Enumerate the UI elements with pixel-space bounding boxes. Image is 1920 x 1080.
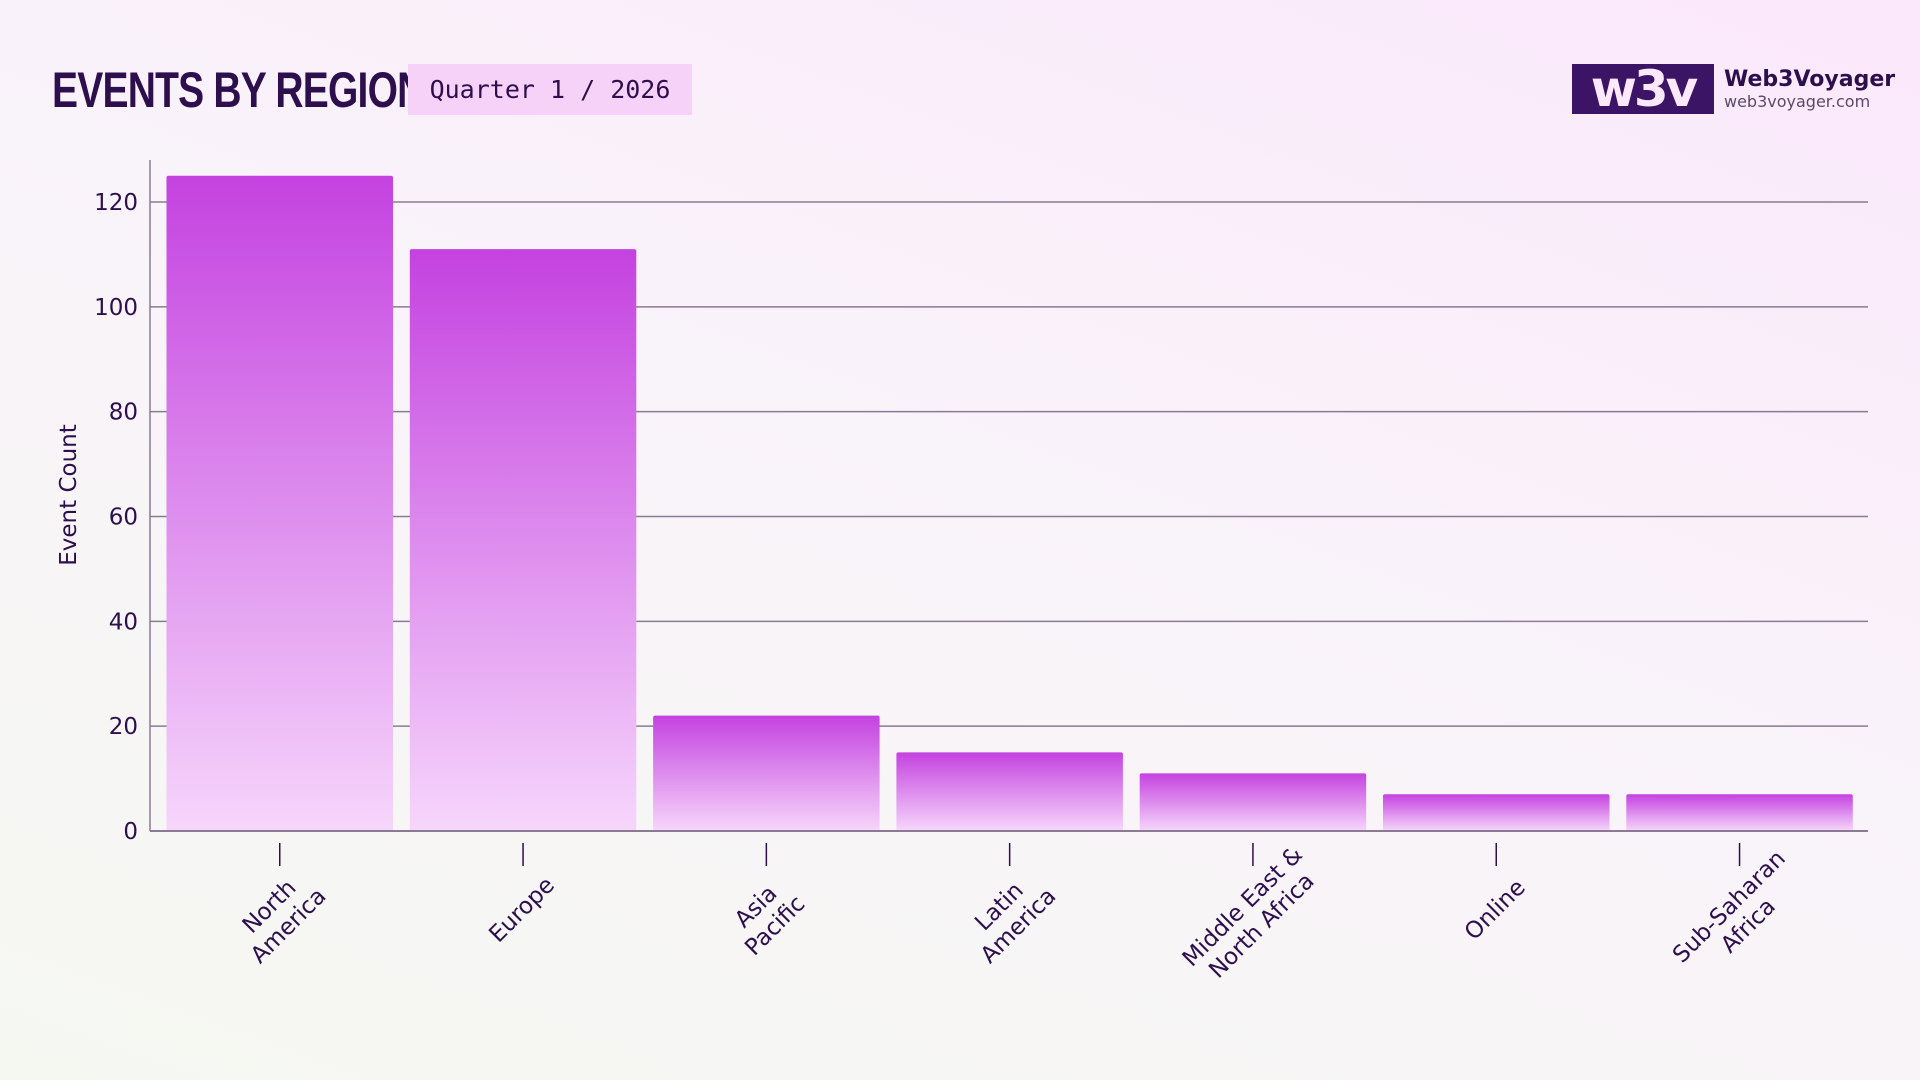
x-tick-label: LatinAmerica (957, 864, 1062, 969)
logo-name: Web3Voyager (1724, 67, 1896, 92)
x-tick-label: NorthAmerica (227, 864, 332, 969)
x-tick-label: AsiaPacific (721, 872, 810, 961)
bar (409, 249, 637, 832)
y-tick-label: 60 (109, 505, 138, 531)
y-axis-label: Event Count (56, 424, 82, 566)
y-tick-label: 40 (109, 609, 138, 635)
y-tick-label: 80 (109, 400, 138, 426)
page-title: EVENTS BY REGION (52, 62, 425, 118)
x-tick-label: Online (1460, 875, 1531, 946)
logo: w3v Web3Voyager web3voyager.com (1572, 64, 1895, 114)
bar (896, 752, 1123, 831)
y-tick-label: 0 (123, 819, 138, 845)
bar (1626, 794, 1853, 831)
period-badge: Quarter 1 / 2026 (408, 64, 692, 115)
y-tick-label: 20 (109, 714, 138, 740)
y-tick-label: 100 (94, 295, 138, 321)
bar (1383, 794, 1610, 831)
x-tick-label-line: Europe (484, 872, 560, 948)
x-tick-label: Europe (484, 872, 560, 948)
bar (1139, 773, 1367, 831)
y-tick-label: 120 (94, 190, 138, 216)
x-tick-label: Sub-SaharanAfrica (1668, 845, 1810, 987)
x-tick-label-line: Online (1460, 875, 1531, 946)
logo-mark: w3v (1572, 64, 1714, 114)
bar (166, 175, 393, 831)
logo-url: web3voyager.com (1724, 92, 1871, 111)
bar (653, 715, 880, 831)
